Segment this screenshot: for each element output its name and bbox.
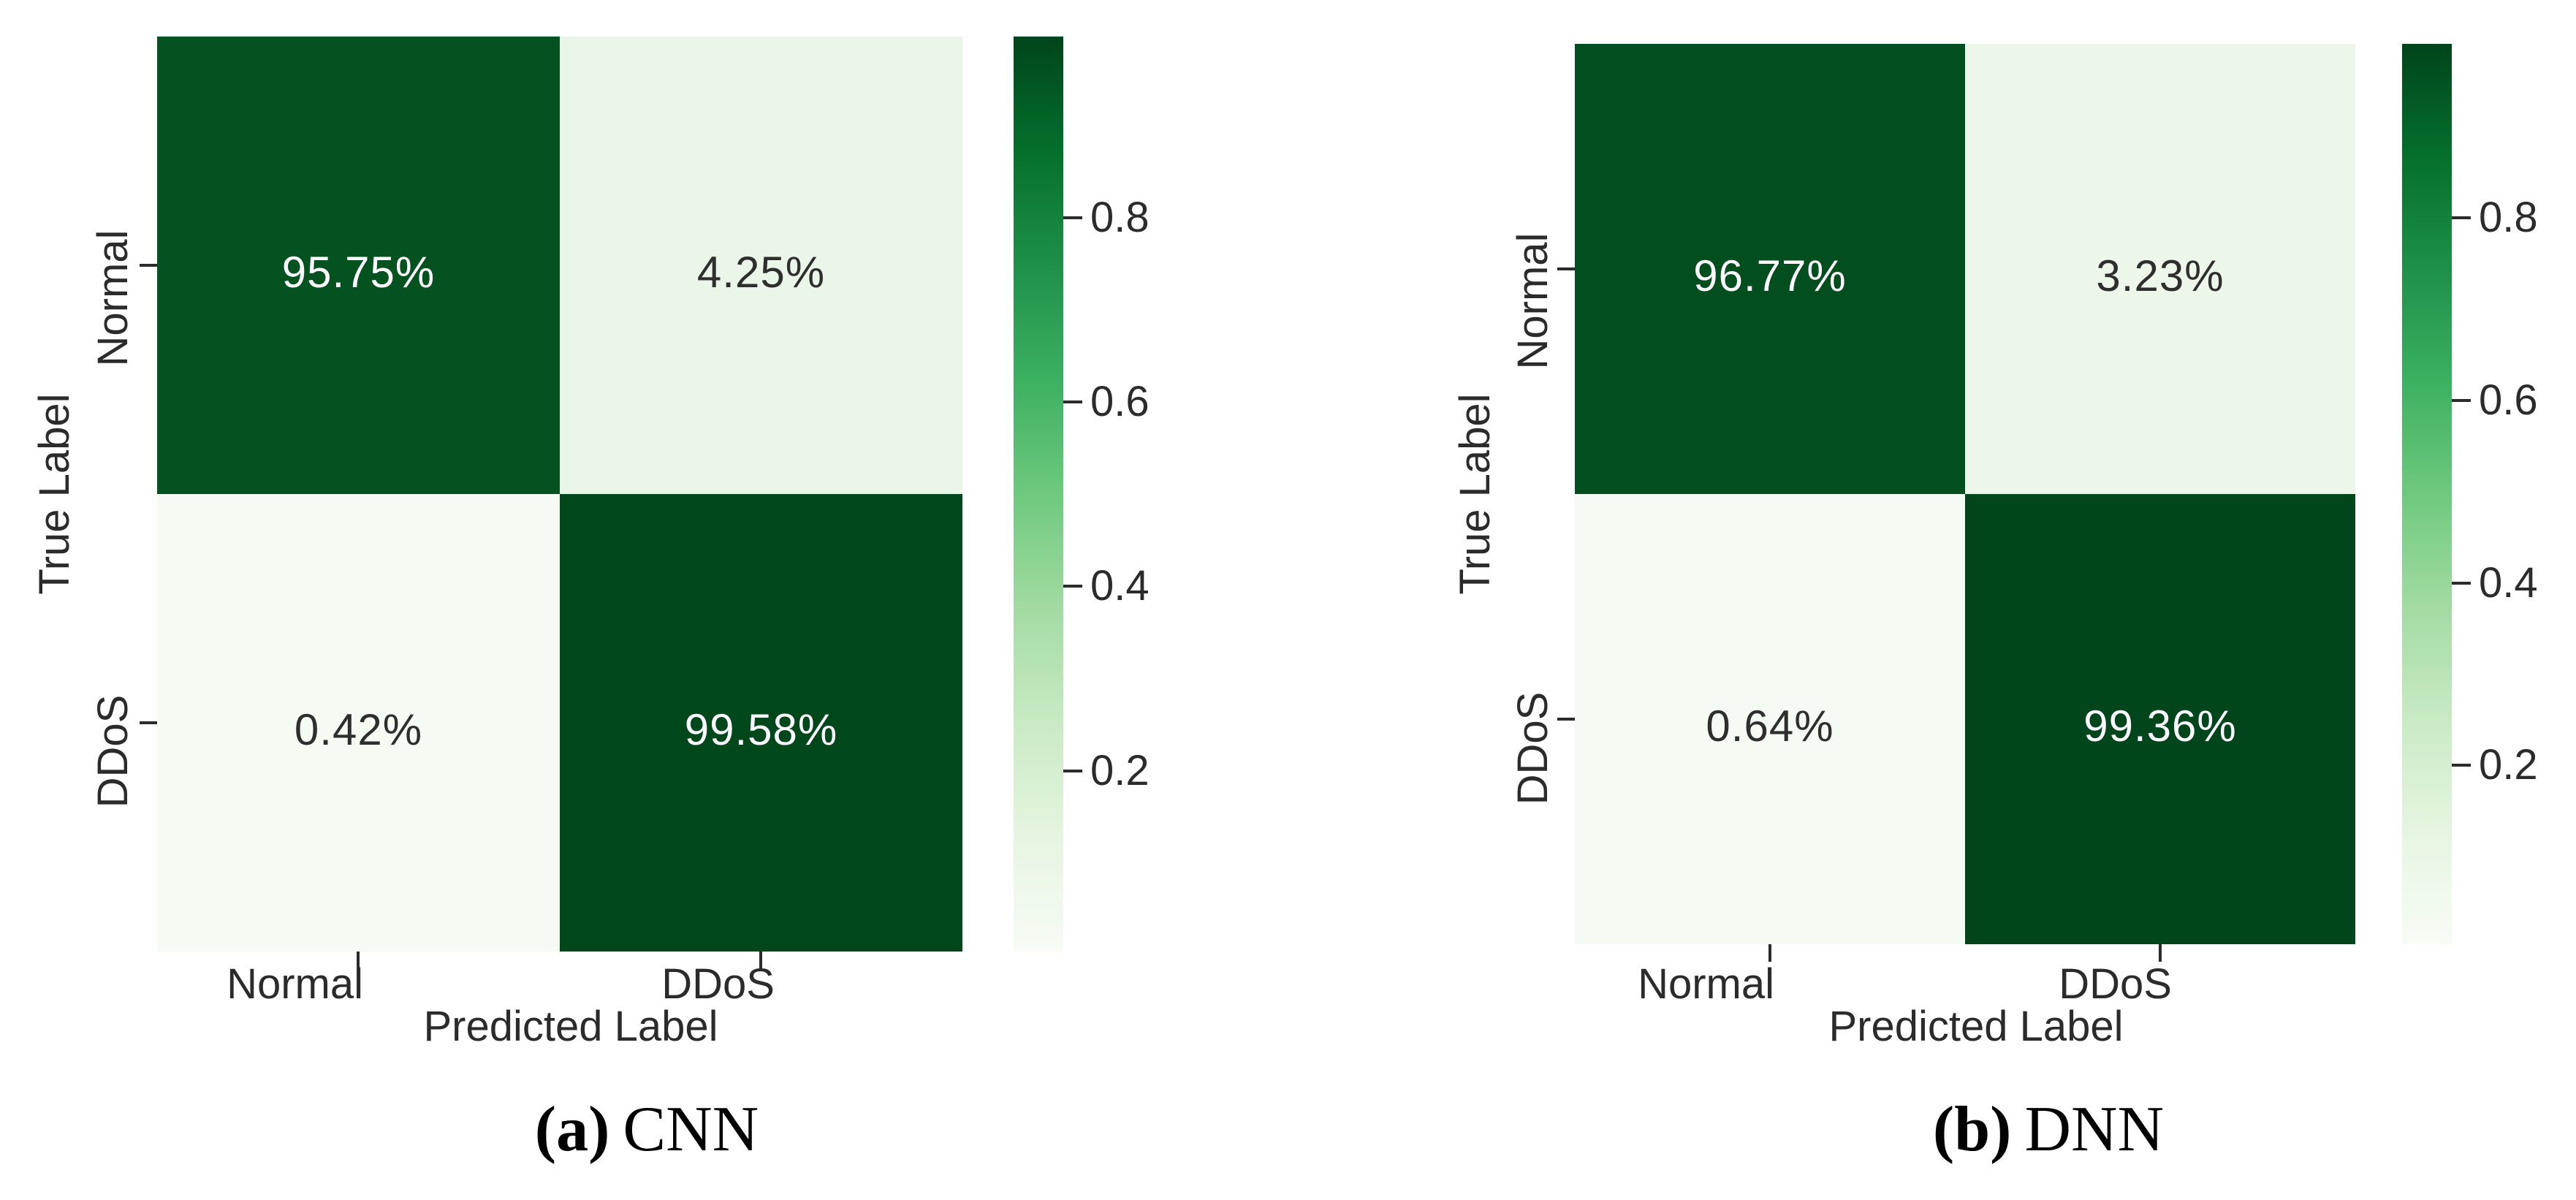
cell-value: 3.23%	[2096, 251, 2224, 300]
x-tick-mark	[357, 952, 360, 969]
colorbar	[1014, 37, 1063, 952]
cell-value: 99.58%	[684, 705, 838, 754]
y-tick-mark	[140, 721, 157, 724]
y-tick-mark	[1557, 718, 1575, 721]
x-tick-mark	[1768, 944, 1771, 962]
colorbar-tick-mark	[2452, 764, 2471, 767]
colorbar-tick-mark	[1063, 770, 1082, 772]
matrix-cell-true-normal-pred-normal: 95.75%	[157, 37, 560, 494]
cell-value: 95.75%	[281, 248, 436, 297]
y-axis-label: True Label	[1451, 393, 1499, 595]
colorbar-tick-mark	[1063, 216, 1082, 219]
x-axis-label: Predicted Label	[423, 1003, 718, 1050]
x-tick-mark	[2159, 944, 2162, 962]
colorbar-tick-mark	[1063, 585, 1082, 588]
caption-dnn: (b) DNN	[1933, 1098, 2164, 1162]
colorbar-tick-label: 0.4	[1090, 562, 1150, 610]
colorbar	[2402, 44, 2452, 944]
cell-value: 96.77%	[1693, 251, 1847, 300]
x-tick-label-ddos: DDoS	[661, 960, 775, 1008]
caption-text: DNN	[2024, 1094, 2165, 1165]
x-tick-label-normal: Normal	[1638, 960, 1774, 1008]
matrix-cell-true-ddos-pred-ddos: 99.36%	[1965, 494, 2355, 944]
colorbar-tick-label: 0.8	[2479, 194, 2538, 241]
colorbar-tick-label: 0.6	[1090, 378, 1150, 425]
cell-value: 0.64%	[1706, 702, 1834, 751]
colorbar-tick-mark	[1063, 400, 1082, 403]
colorbar-tick-mark	[2452, 582, 2471, 585]
y-tick-label-ddos: DDoS	[89, 694, 137, 808]
cell-value: 0.42%	[294, 705, 423, 754]
colorbar-tick-label: 0.2	[1090, 747, 1150, 794]
y-tick-mark	[140, 264, 157, 267]
cell-value: 4.25%	[696, 248, 826, 297]
colorbar-tick-mark	[2452, 399, 2471, 402]
matrix-cell-true-normal-pred-ddos: 3.23%	[1965, 44, 2355, 494]
colorbar-tick-label: 0.8	[1090, 194, 1150, 241]
matrix-cell-true-ddos-pred-normal: 0.64%	[1575, 494, 1965, 944]
y-tick-label-normal: Normal	[1509, 232, 1557, 370]
cell-value: 99.36%	[2083, 702, 2237, 751]
x-tick-label-normal: Normal	[227, 960, 363, 1008]
caption-index: (b)	[1932, 1094, 2012, 1165]
caption-index: (a)	[534, 1094, 610, 1165]
matrix-cell-true-ddos-pred-normal: 0.42%	[157, 494, 560, 952]
x-tick-mark	[759, 952, 762, 969]
x-tick-label-ddos: DDoS	[2059, 960, 2172, 1008]
caption-text: CNN	[623, 1094, 759, 1165]
colorbar-tick-label: 0.4	[2479, 559, 2538, 607]
y-axis-label: True Label	[31, 393, 78, 595]
matrix-cell-true-ddos-pred-ddos: 99.58%	[560, 494, 962, 952]
caption-cnn: (a) CNN	[535, 1098, 759, 1162]
matrix-cell-true-normal-pred-ddos: 4.25%	[560, 37, 962, 494]
matrix-cell-true-normal-pred-normal: 96.77%	[1575, 44, 1965, 494]
y-tick-label-normal: Normal	[89, 229, 137, 367]
colorbar-tick-label: 0.2	[2479, 741, 2538, 789]
y-tick-label-ddos: DDoS	[1509, 691, 1557, 805]
colorbar-tick-label: 0.6	[2479, 376, 2538, 424]
colorbar-tick-mark	[2452, 216, 2471, 219]
y-tick-mark	[1557, 267, 1575, 270]
x-axis-label: Predicted Label	[1828, 1003, 2124, 1050]
